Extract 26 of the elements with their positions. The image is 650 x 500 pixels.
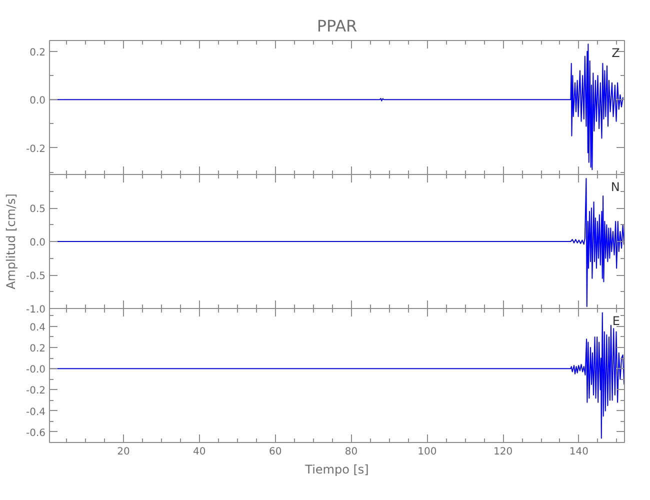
y-tick-label: -0.5 [26,271,46,282]
series-label: N [610,180,620,194]
y-axis-title: Amplitud [cm/s] [4,194,18,290]
y-tick-label: -0.2 [26,144,46,155]
series-label: E [612,314,620,328]
x-tick-label: 100 [418,446,437,458]
series-label: Z [612,46,620,60]
x-tick-label: 40 [193,446,206,458]
x-tick-label: 120 [494,446,513,458]
y-tick-label: 0.0 [30,96,46,107]
x-tick-label: 80 [344,446,358,458]
y-tick-label: 0.2 [30,344,46,355]
y-tick-label: 0.0 [30,238,46,248]
x-tick-label: 140 [569,446,589,458]
y-tick-label: -1.0 [26,304,46,316]
y-tick-label: -0.6 [26,428,46,439]
x-axis-title: Tiempo [s] [304,462,369,476]
x-tick-label: 20 [117,446,130,458]
y-tick-label: 0.5 [30,204,46,215]
y-tick-label: -0.2 [26,386,46,397]
x-tick-label: 60 [268,446,282,458]
y-tick-label: -0.0 [26,364,46,376]
chart-title: PPAR [316,16,358,36]
y-tick-label: 0.2 [30,47,46,58]
y-tick-label: 0.4 [30,322,46,334]
y-tick-label: -0.4 [26,406,46,418]
